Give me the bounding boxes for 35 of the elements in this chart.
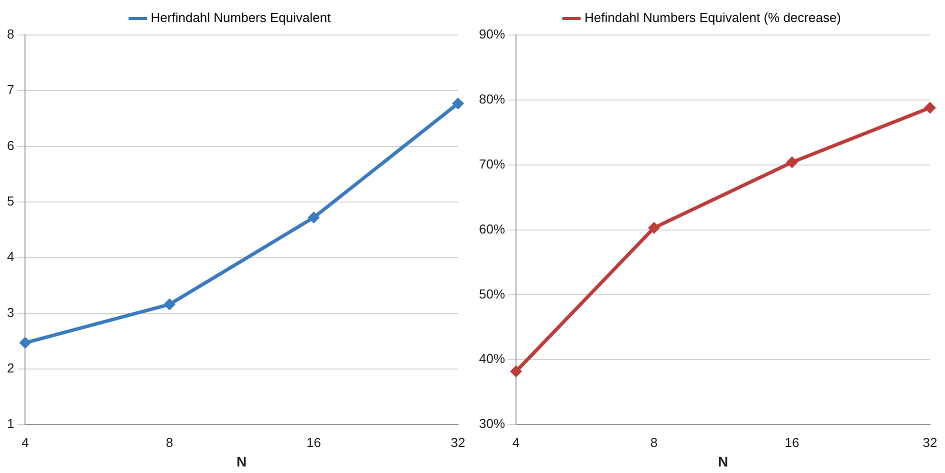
point (19, 336, 32, 349)
point (308, 212, 320, 224)
y-tick-label: 3 (6, 304, 14, 320)
y-tick-label: 7 (6, 82, 14, 98)
x-tick-label: 4 (22, 434, 29, 450)
legend-label: Hefindahl Numbers Equivalent (% decrease) (584, 10, 842, 26)
x-axis-title: N (236, 453, 247, 470)
y-tick-label: 8 (6, 26, 14, 42)
point (924, 102, 936, 114)
y-tick-label: 2 (6, 360, 14, 376)
x-tick-label: 32 (922, 434, 938, 450)
x-tick-label: 8 (650, 434, 658, 450)
legend-label: Herfindahl Numbers Equivalent (150, 10, 332, 26)
x-tick-label: 8 (166, 434, 174, 450)
y-tick-label: 40% (478, 351, 506, 366)
y-tick-label: 70% (478, 156, 506, 172)
x-tick-label: 4 (512, 434, 520, 450)
x-tick-label: 16 (306, 434, 321, 450)
point (648, 222, 660, 234)
point (163, 298, 176, 310)
y-tick-label: 6 (6, 138, 14, 153)
x-tick-label: 32 (450, 434, 466, 450)
x-tick-label: 16 (784, 434, 800, 450)
y-tick-label: 5 (6, 194, 14, 209)
point (786, 156, 798, 168)
y-tick-label: 50% (478, 286, 506, 302)
y-tick-label: 90% (478, 26, 506, 42)
y-tick-label: 1 (6, 416, 14, 432)
y-tick-label: 80% (478, 92, 506, 107)
point (452, 97, 464, 110)
x-axis-title: N (718, 453, 728, 470)
y-tick-label: 60% (478, 221, 506, 236)
point (510, 365, 522, 378)
y-tick-label: 4 (6, 249, 14, 264)
y-tick-label: 30% (478, 416, 506, 432)
